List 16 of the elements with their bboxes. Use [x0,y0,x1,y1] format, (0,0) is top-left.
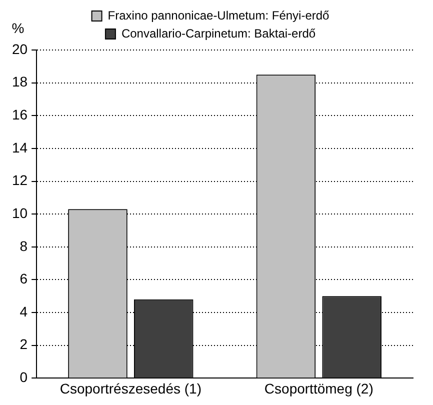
y-tick-label: 8 [20,238,28,254]
y-tick-label: 20 [12,40,28,57]
y-tick-label: 6 [20,270,28,287]
x-tick-label: Csoportrészesedés (1) [60,380,202,396]
y-tick-label: 16 [12,106,28,122]
y-tick-label: 14 [12,139,28,156]
y-tick-label: 18 [12,74,28,90]
y-tick-label: 2 [20,336,28,352]
legend-label: Convallario-Carpinetum: Baktai-erdő [121,26,316,40]
y-tick-label: 4 [20,303,28,320]
legend-label: Fraxino pannonicae-Ulmetum: Fényi-erdő [108,8,330,22]
y-tick-label: 10 [12,204,28,221]
y-axis-title: % [12,20,24,36]
x-tick-label: Csoporttömeg (2) [264,380,374,396]
y-tick-label: 0 [20,369,28,386]
y-tick-label: 12 [12,172,28,188]
